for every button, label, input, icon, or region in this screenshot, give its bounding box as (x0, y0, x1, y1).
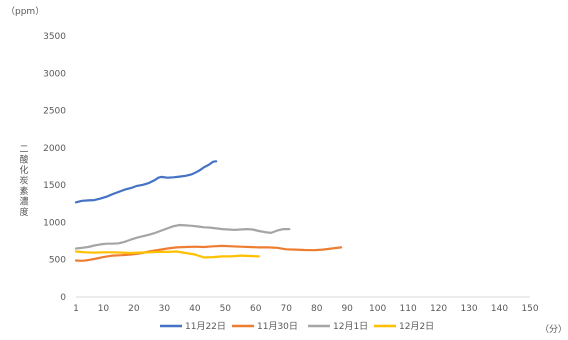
x-tick-label: 50 (220, 304, 232, 314)
series-line-1 (74, 160, 218, 204)
x-tick-label: 40 (189, 304, 201, 314)
y-axis-unit: （ppm） (6, 6, 44, 17)
x-tick-label: 130 (460, 304, 477, 314)
y-axis-label-char: 化 (19, 164, 28, 176)
y-tick-label: 1500 (43, 181, 66, 191)
series-line-2 (74, 244, 343, 262)
y-axis-label-char: 度 (19, 206, 28, 218)
x-tick-label: 100 (369, 304, 386, 314)
legend-label-1: 11月22日 (185, 321, 226, 332)
y-axis-label-char: 二 (19, 145, 28, 155)
x-axis-ticks: 1 10 20 30 40 50 60 70 80 90 100 110 120 130 140 150 (73, 304, 539, 314)
y-tick-label: 2500 (43, 107, 66, 117)
x-axis-unit: （分） (540, 324, 567, 335)
legend-label-3: 12月1日 (333, 321, 368, 332)
y-tick-label: 3500 (43, 32, 66, 42)
x-tick-label: 90 (341, 304, 353, 314)
y-tick-label: 2000 (43, 144, 66, 154)
x-tick-label: 70 (281, 304, 293, 314)
y-axis-label-char: 濃 (19, 196, 28, 208)
y-tick-label: 1000 (43, 218, 66, 228)
series-line-3 (74, 223, 291, 250)
y-tick-label: 3000 (43, 69, 66, 79)
x-tick-label: 1 (73, 304, 79, 314)
x-tick-label: 60 (250, 304, 262, 314)
series-line-4 (74, 250, 260, 259)
x-tick-label: 20 (128, 304, 140, 314)
x-tick-label: 140 (491, 304, 508, 314)
y-tick-label: 0 (60, 293, 66, 303)
x-tick-label: 10 (98, 304, 110, 314)
y-tick-label: 500 (49, 256, 66, 266)
x-tick-label: 30 (159, 304, 171, 314)
y-axis-label-char: 酸 (19, 155, 28, 166)
legend-label-4: 12月2日 (399, 321, 434, 332)
y-axis-label-char: 素 (19, 185, 28, 197)
x-tick-label: 80 (311, 304, 323, 314)
legend-label-2: 11月30日 (257, 321, 298, 332)
x-tick-label: 110 (400, 304, 417, 314)
y-axis-ticks: 0 500 1000 1500 2000 2500 3000 3500 (43, 32, 66, 303)
legend: 11月22日 11月30日 12月1日 12月2日 (160, 321, 434, 332)
series-group (74, 160, 343, 262)
x-tick-label: 150 (521, 304, 538, 314)
y-axis-label-char: 炭 (19, 176, 28, 187)
x-tick-label: 120 (430, 304, 447, 314)
